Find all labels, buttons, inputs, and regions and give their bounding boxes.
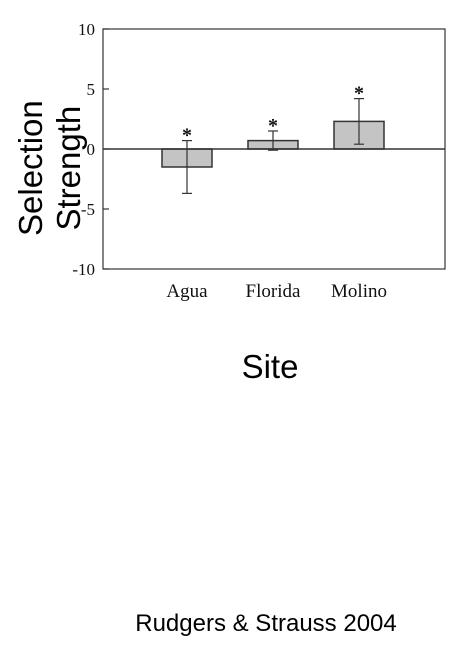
y-tick-label: -5	[81, 200, 95, 219]
bar-chart: 10 5 0 -5 -10 * * * Agua Florida Molino	[72, 20, 446, 302]
category-label: Florida	[246, 281, 301, 302]
y-tick-label: 5	[87, 80, 96, 99]
significance-star: *	[354, 83, 364, 105]
y-axis-label-line-1: Selection	[12, 100, 49, 236]
significance-star: *	[268, 115, 278, 137]
y-axis-label: Selection Strength	[12, 100, 88, 236]
y-tick-label: 10	[78, 20, 95, 39]
x-axis-label: Site	[241, 348, 299, 385]
category-label: Molino	[331, 281, 387, 302]
citation-credit: Rudgers & Strauss 2004	[135, 610, 397, 637]
y-tick-label: -10	[72, 260, 95, 279]
significance-star: *	[182, 125, 192, 147]
y-axis-label-line-2: Strength	[50, 105, 87, 231]
y-tick-label: 0	[87, 140, 96, 159]
category-label: Agua	[166, 281, 208, 302]
